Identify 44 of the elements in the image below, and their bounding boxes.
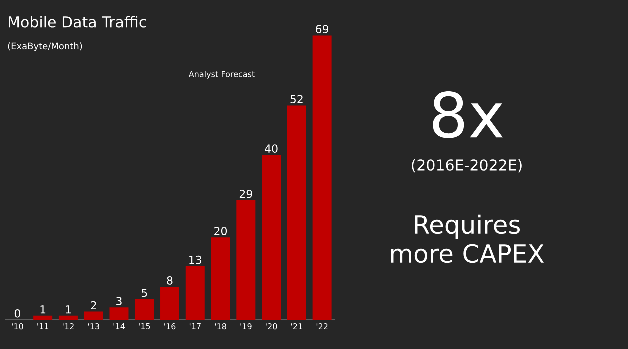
bar	[160, 287, 180, 320]
x-tick-label: '16	[164, 324, 176, 330]
text: Requires more CAPEX	[391, 214, 544, 264]
bar	[34, 316, 53, 320]
bar	[287, 106, 306, 320]
annotation: Analyst Forecast	[188, 71, 255, 79]
x-tick-label: '18	[215, 324, 226, 330]
data-label: 2	[91, 301, 96, 310]
x-tick-label: '17	[190, 324, 201, 330]
x-tick-label: '19	[240, 324, 252, 330]
x-tick-label: '14	[114, 324, 125, 330]
data-label: 8	[167, 276, 173, 285]
data-label: 0	[14, 309, 20, 318]
x-tick-label: '15	[139, 324, 150, 330]
data-label: 3	[116, 297, 122, 306]
text: (ExaByte/Month)	[8, 42, 82, 52]
x-tick-label: '10	[12, 324, 24, 330]
bar	[186, 266, 205, 320]
chart-title: Mobile Data Traffic	[9, 16, 146, 28]
x-tick-label: '22	[316, 324, 328, 330]
bar	[236, 200, 256, 320]
bar	[84, 312, 104, 320]
x-tick-label: '20	[266, 324, 278, 330]
data-label: 52	[290, 95, 303, 104]
bar	[312, 36, 332, 320]
bar	[110, 308, 129, 320]
x-tick-label: '12	[63, 324, 74, 330]
data-label: 5	[142, 289, 148, 298]
data-label: 69	[316, 25, 329, 34]
x-tick-label: '13	[88, 324, 100, 330]
data-label: 20	[214, 227, 228, 236]
data-label: 1	[40, 306, 46, 314]
x-tick-label: '11	[38, 324, 49, 330]
bar	[211, 238, 230, 320]
data-label: 1	[66, 306, 71, 314]
x-tick-label: '21	[292, 324, 302, 330]
bar	[58, 316, 78, 320]
data-label: 29	[240, 190, 252, 198]
text: 8x	[433, 92, 504, 138]
data-label: 40	[265, 144, 278, 153]
data-label: 13	[190, 256, 202, 264]
bar	[262, 155, 282, 320]
text: (2016E-2022E)	[412, 159, 522, 173]
bar	[135, 299, 154, 320]
